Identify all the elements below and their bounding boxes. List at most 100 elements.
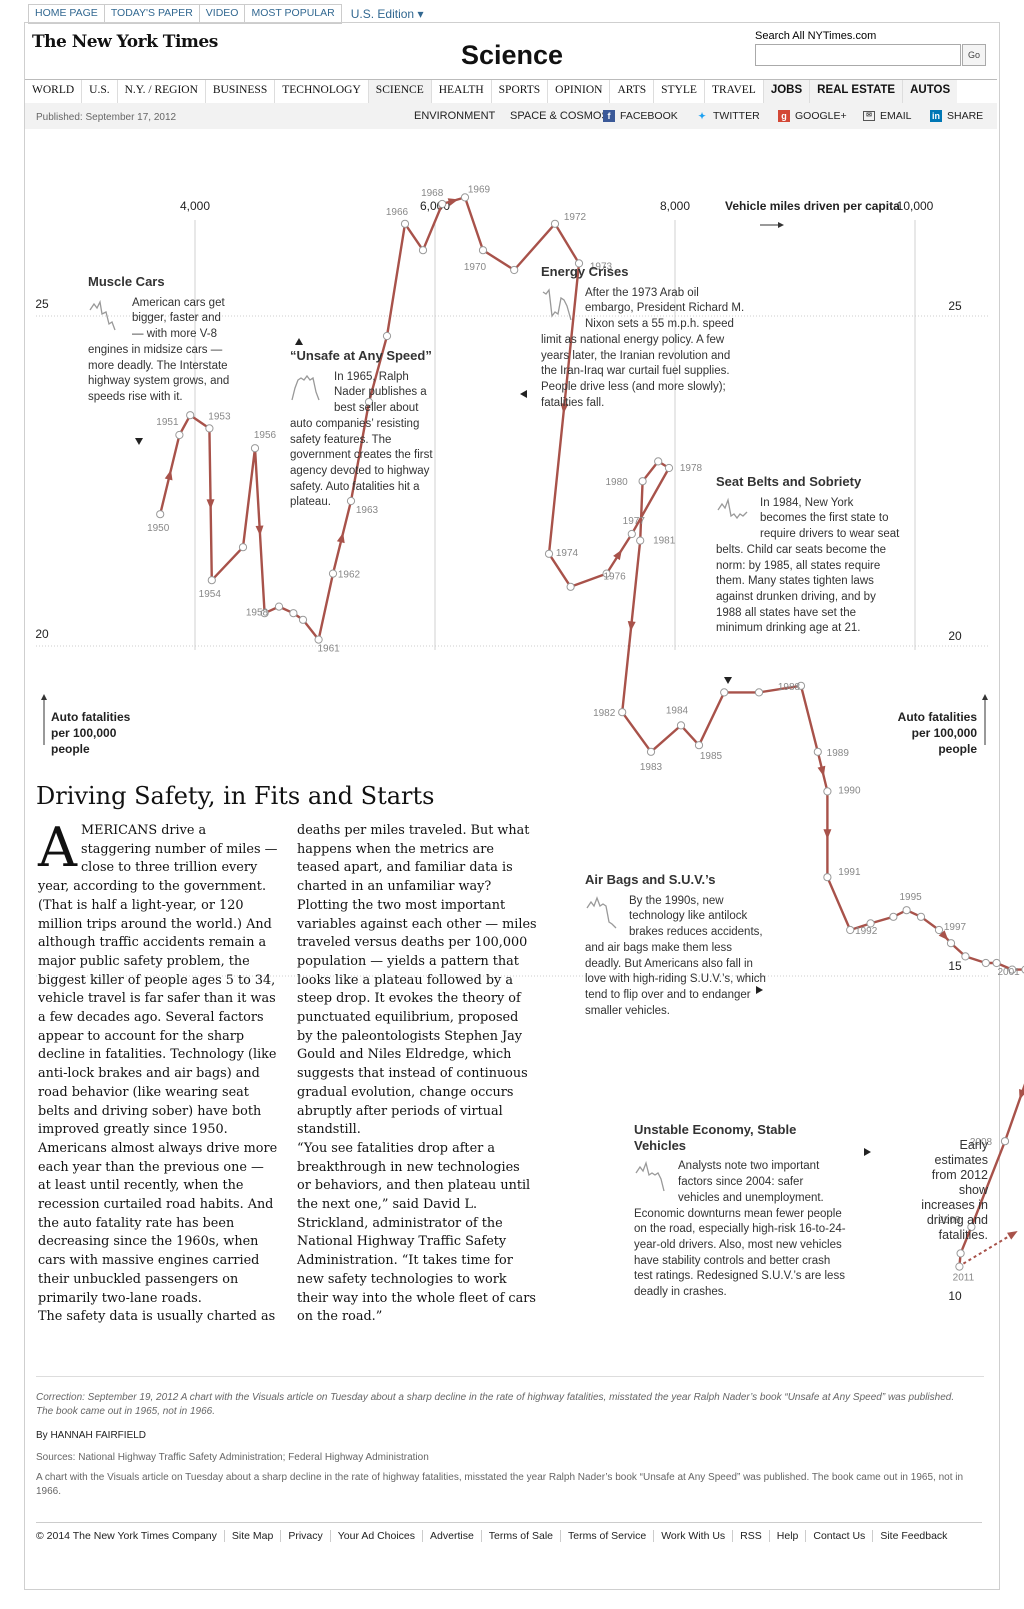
y-tick-label-left: 25 xyxy=(35,297,49,311)
nav-video[interactable]: VIDEO xyxy=(198,4,246,24)
data-point-1969 xyxy=(460,193,470,202)
data-point-1971 xyxy=(510,265,519,275)
squiggle-icon xyxy=(635,1161,665,1192)
footer-terms-of-service[interactable]: Terms of Service xyxy=(560,1530,653,1542)
footer-rss[interactable]: RSS xyxy=(732,1530,769,1542)
share-email[interactable]: ✉ EMAIL xyxy=(863,110,912,122)
x-tick-label: 6,000 xyxy=(420,199,450,213)
pointer-triangle-icon xyxy=(864,1148,871,1156)
squiggle-icon xyxy=(717,497,748,519)
data-point-1954 xyxy=(207,576,216,585)
footer-terms-of-sale[interactable]: Terms of Sale xyxy=(480,1530,560,1542)
year-label-1974: 1974 xyxy=(556,548,579,559)
share-google-label: GOOGLE+ xyxy=(795,110,847,122)
footer-ad-choices[interactable]: Your Ad Choices xyxy=(329,1530,422,1542)
annotation-seatbelts: Seat Belts and Sobriety In 1984, New Yor… xyxy=(716,474,900,637)
search-input[interactable] xyxy=(755,44,961,66)
caret-down-icon: ▾ xyxy=(417,7,424,21)
direction-arrow-icon xyxy=(447,198,459,206)
y-axis-right-label-3: people xyxy=(938,742,977,756)
y-axis-left-label-1: Auto fatalities xyxy=(51,710,131,724)
share-linkedin[interactable]: in SHARE xyxy=(930,110,983,122)
footer-work-with-us[interactable]: Work With Us xyxy=(653,1530,732,1542)
secnav-world[interactable]: WORLD xyxy=(25,80,83,103)
secnav-health[interactable]: HEALTH xyxy=(432,80,492,103)
data-point-1972 xyxy=(550,219,560,228)
sources-note: Sources: National Highway Traffic Safety… xyxy=(36,1452,429,1463)
direction-arrow-icon xyxy=(336,532,345,544)
year-label-2009: 2009 xyxy=(938,1215,961,1226)
secnav-opinion[interactable]: OPINION xyxy=(548,80,611,103)
x-tick-label: 8,000 xyxy=(660,199,690,213)
data-point-1984 xyxy=(676,721,686,730)
data-point-1966 xyxy=(400,219,410,228)
secnav-arts[interactable]: ARTS xyxy=(610,80,655,103)
nyt-logo[interactable]: The New York Times xyxy=(32,32,218,52)
data-point-1956 xyxy=(250,444,260,453)
edition-select[interactable]: U.S. Edition ▾ xyxy=(341,4,434,24)
direction-arrow-icon xyxy=(613,549,622,561)
footer-advertise[interactable]: Advertise xyxy=(422,1530,481,1542)
year-label-1981: 1981 xyxy=(653,536,676,547)
data-point-1953 xyxy=(205,424,214,433)
annotation-energy: Energy Crises After the 1973 Arab oil em… xyxy=(541,264,746,411)
data-point-1973 xyxy=(574,259,584,268)
year-label-1982: 1982 xyxy=(593,708,616,719)
secnav-autos[interactable]: AUTOS xyxy=(903,80,958,103)
share-twitter[interactable]: ✦ TWITTER xyxy=(696,110,759,122)
share-google-plus[interactable]: g GOOGLE+ xyxy=(778,110,847,122)
year-label-1970: 1970 xyxy=(464,262,487,273)
direction-arrow-icon xyxy=(255,525,264,536)
year-label-1989: 1989 xyxy=(827,748,850,759)
footer-site-feedback[interactable]: Site Feedback xyxy=(872,1530,954,1542)
y-axis-left-title: Auto fatalities per 100,000 people xyxy=(41,694,131,756)
direction-arrows xyxy=(164,198,1024,1240)
year-label-1984: 1984 xyxy=(666,705,689,716)
annotation-title: Muscle Cars xyxy=(88,274,165,289)
x-tick-label: 10,000 xyxy=(897,199,934,213)
secnav-technology[interactable]: TECHNOLOGY xyxy=(275,80,369,103)
footer-privacy[interactable]: Privacy xyxy=(280,1530,329,1542)
nav-home-page[interactable]: HOME PAGE xyxy=(28,4,105,24)
secnav-ny-region[interactable]: N.Y. / REGION xyxy=(118,80,206,103)
direction-arrow-icon xyxy=(817,765,826,777)
secnav-science[interactable]: SCIENCE xyxy=(368,80,432,103)
year-label-1990: 1990 xyxy=(838,785,861,796)
x-axis-arrow-icon xyxy=(778,222,784,228)
footer-site-map[interactable]: Site Map xyxy=(223,1530,280,1542)
footer-help[interactable]: Help xyxy=(768,1530,806,1542)
data-point-1998 xyxy=(946,939,956,948)
secnav-travel[interactable]: TRAVEL xyxy=(705,80,764,103)
data-points xyxy=(156,193,1024,1271)
footer-contact-us[interactable]: Contact Us xyxy=(805,1530,872,1542)
subnav-environment[interactable]: ENVIRONMENT xyxy=(414,110,496,122)
search-go-button[interactable]: Go xyxy=(962,44,986,66)
secnav-sports[interactable]: SPORTS xyxy=(492,80,549,103)
annotation-text: Analysts note two important factors sinc… xyxy=(634,1160,846,1299)
nav-todays-paper[interactable]: TODAY'S PAPER xyxy=(103,4,200,24)
data-point-1993 xyxy=(866,919,875,928)
secnav-style[interactable]: STYLE xyxy=(654,80,705,103)
nav-most-popular[interactable]: MOST POPULAR xyxy=(244,4,342,24)
data-point-2010 xyxy=(956,1249,965,1258)
secnav-jobs[interactable]: JOBS xyxy=(763,80,811,103)
secnav-business[interactable]: BUSINESS xyxy=(206,80,276,103)
article-column-1: A MERICANS drive a staggering number of m… xyxy=(38,821,278,1327)
data-point-1951 xyxy=(175,430,184,440)
data-point-1989 xyxy=(813,747,822,756)
data-point-1999 xyxy=(961,952,970,961)
data-point-1970 xyxy=(478,246,488,255)
data-point-1952 xyxy=(186,411,195,420)
data-point-1990 xyxy=(823,787,832,796)
top-nav: HOME PAGE TODAY'S PAPER VIDEO MOST POPUL… xyxy=(28,4,433,24)
annotation-text: After the 1973 Arab oil embargo, Preside… xyxy=(541,286,745,409)
secnav-us[interactable]: U.S. xyxy=(82,80,118,103)
share-facebook[interactable]: f FACEBOOK xyxy=(603,110,678,122)
subnav-space-cosmos[interactable]: SPACE & COSMOS xyxy=(510,110,609,122)
squiggle-icon xyxy=(291,374,320,400)
byline: By HANNAH FAIRFIELD xyxy=(36,1430,147,1441)
year-label-1980: 1980 xyxy=(605,477,628,488)
annotation-airbags: Air Bags and S.U.V.’s By the 1990s, new … xyxy=(585,872,767,1019)
data-point-1980 xyxy=(638,477,647,486)
secnav-real-estate[interactable]: REAL ESTATE xyxy=(810,80,904,103)
